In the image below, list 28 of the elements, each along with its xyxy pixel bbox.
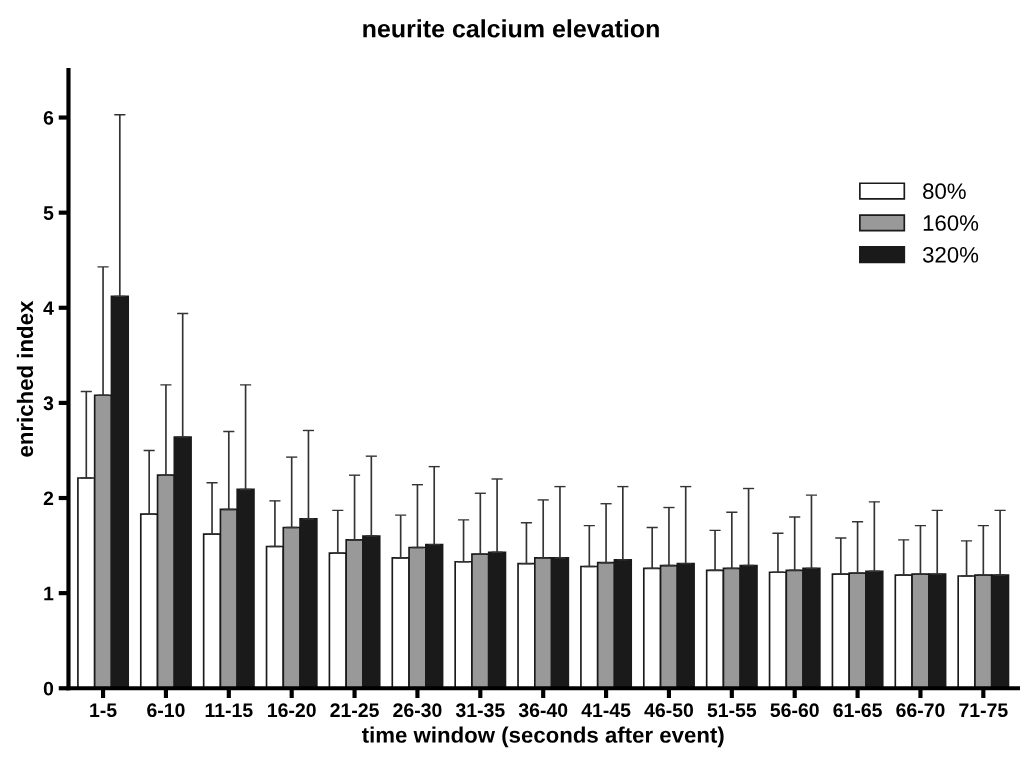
y-tick-label: 4 bbox=[43, 301, 54, 315]
y-tick-label: 6 bbox=[43, 111, 54, 125]
x-tick-label: 41-45 bbox=[581, 703, 631, 718]
x-tick-label: 51-55 bbox=[707, 703, 757, 718]
x-tick-label: 61-65 bbox=[833, 703, 882, 718]
x-tick-label: 16-20 bbox=[268, 703, 316, 718]
x-tick-label: 26-30 bbox=[393, 703, 442, 718]
y-tick-label: 0 bbox=[43, 681, 54, 696]
x-tick-label: 21-25 bbox=[330, 703, 379, 718]
chart-title: neurite calcium elevation bbox=[363, 19, 659, 38]
x-tick-label: 46-50 bbox=[644, 703, 694, 718]
y-tick-label: 2 bbox=[43, 491, 54, 506]
x-tick-label: 36-40 bbox=[518, 703, 568, 718]
legend-label: 80% bbox=[923, 183, 966, 200]
legend-label: 160% bbox=[923, 215, 979, 231]
y-axis-title: enriched index bbox=[16, 300, 34, 457]
x-tick-label: 71-75 bbox=[959, 703, 1008, 718]
x-tick-label: 31-35 bbox=[455, 703, 505, 718]
y-tick-label: 1 bbox=[44, 586, 54, 601]
y-tick-label: 5 bbox=[43, 206, 54, 220]
x-tick-label: 66-70 bbox=[896, 703, 945, 718]
x-axis-title: time window (seconds after event) bbox=[361, 726, 724, 748]
legend-label: 320% bbox=[922, 246, 979, 263]
x-tick-label: 6-10 bbox=[147, 703, 185, 718]
x-tick-label: 56-60 bbox=[770, 703, 819, 718]
y-tick-label: 3 bbox=[43, 396, 54, 411]
x-tick-label: 1-5 bbox=[90, 703, 117, 718]
x-tick-label: 11-15 bbox=[205, 703, 253, 718]
